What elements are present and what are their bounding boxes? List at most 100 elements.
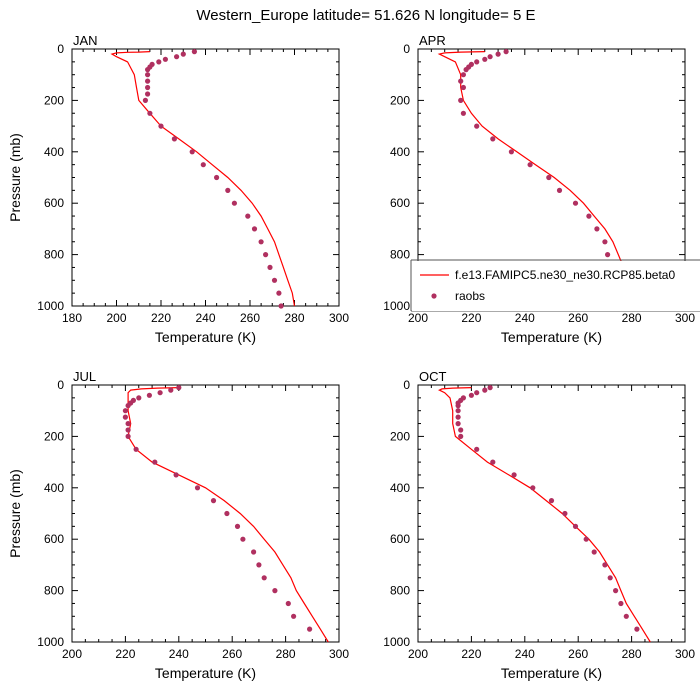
x-axis-label: Temperature (K) [501,665,602,681]
raobs-point [145,67,151,73]
raobs-point [214,174,220,181]
raobs-point [191,49,197,55]
raobs-point [487,54,493,60]
panels: JAN 180 200 220 240 260 280 300 0 200 400 600 800 100… [7,33,695,681]
x-tick-label: 180 [62,311,82,325]
raobs-point [455,408,461,414]
raobs-point [122,414,128,420]
raobs-point [240,536,246,542]
raobs-point [455,403,461,409]
raobs-point [548,498,555,504]
y-tick-label: 400 [44,145,64,159]
x-tick-label: 300 [675,311,695,325]
x-tick-label: 260 [568,647,588,661]
plot-frame [71,48,340,307]
raobs-point [180,51,186,57]
raobs-point [511,472,517,478]
raobs-point [474,446,480,452]
raobs-point [474,123,480,129]
chart-panel-apr: APR 200 220 240 260 280 300 0 200 400 600 800 1000 Te… [383,33,695,345]
raobs-point [527,162,533,168]
raobs-point [162,56,168,62]
raobs-point [125,433,131,439]
x-tick-label: 220 [115,647,135,661]
raobs-point [562,510,568,517]
y-tick-label: 600 [44,532,64,546]
raobs-point [634,626,640,632]
panel-title: JUL [73,369,96,384]
x-tick-label: 220 [461,311,481,325]
panel-title: JAN [73,33,98,48]
raobs-point [225,187,231,193]
raobs-point [271,277,278,283]
raobs-point [171,136,177,142]
chart-panel-jan: JAN 180 200 220 240 260 280 300 0 200 400 600 800 100… [7,33,349,345]
raobs-point [224,510,230,517]
chart-panel-jul: JUL 200 220 240 260 280 300 0 200 400 600 800 1000 Te… [7,369,349,681]
raobs-point [530,485,536,491]
raobs-point [251,549,257,555]
raobs-point [158,123,164,129]
raobs-point [546,174,552,181]
raobs-point [463,67,469,73]
raobs-point [307,626,313,632]
raobs-point [145,72,151,78]
y-axis-label: Pressure (mb) [7,469,23,558]
raobs-point [458,78,464,84]
raobs-point [572,200,579,206]
x-tick-label: 200 [62,647,82,661]
raobs-point [458,433,464,439]
raobs-point [556,187,563,193]
x-tick-label: 300 [675,647,695,661]
raobs-point [147,110,153,116]
raobs-point [156,59,162,65]
raobs-point [482,387,488,393]
y-tick-label: 1000 [383,299,410,313]
raobs-point [267,264,273,270]
raobs-point [125,403,131,409]
x-tick-label: 280 [622,311,642,325]
raobs-point [256,562,262,568]
panel-title: APR [419,33,446,48]
x-tick-label: 240 [515,311,535,325]
raobs-point [125,427,131,433]
raobs-point [276,290,282,296]
raobs-point [291,613,297,619]
raobs-point [490,459,496,465]
legend-marker-swatch [431,293,437,299]
x-tick-label: 280 [276,647,296,661]
x-tick-label: 220 [151,311,171,325]
x-tick-label: 200 [408,311,428,325]
raobs-point [194,485,201,491]
raobs-point [146,392,152,398]
raobs-point [210,498,217,504]
x-tick-label: 220 [461,647,481,661]
y-tick-label: 400 [44,481,64,495]
model-line [437,51,643,307]
x-tick-label: 280 [622,647,642,661]
x-tick-label: 300 [329,647,349,661]
raobs-point [468,392,474,398]
raobs-point [142,97,148,103]
y-tick-label: 1000 [37,299,64,313]
raobs-point [490,136,496,142]
raobs-point [174,54,180,60]
x-tick-label: 280 [284,311,304,325]
x-tick-label: 260 [222,647,242,661]
x-tick-label: 260 [568,311,588,325]
y-tick-label: 600 [390,532,410,546]
y-tick-label: 800 [390,248,410,262]
y-tick-label: 400 [390,145,410,159]
x-tick-label: 240 [195,311,215,325]
raobs-point [176,385,182,391]
main-title: Western_Europe latitude= 51.626 N longit… [196,7,535,24]
raobs-point [482,56,488,62]
raobs-point [455,414,461,420]
x-axis-label: Temperature (K) [155,665,256,681]
raobs-point [460,72,466,78]
raobs-point [200,162,206,168]
chart-panel-oct: OCT 200 220 240 260 280 300 0 200 400 600 800 1000 Te… [383,369,695,681]
panel-title: OCT [419,369,447,384]
raobs-point [152,459,158,465]
